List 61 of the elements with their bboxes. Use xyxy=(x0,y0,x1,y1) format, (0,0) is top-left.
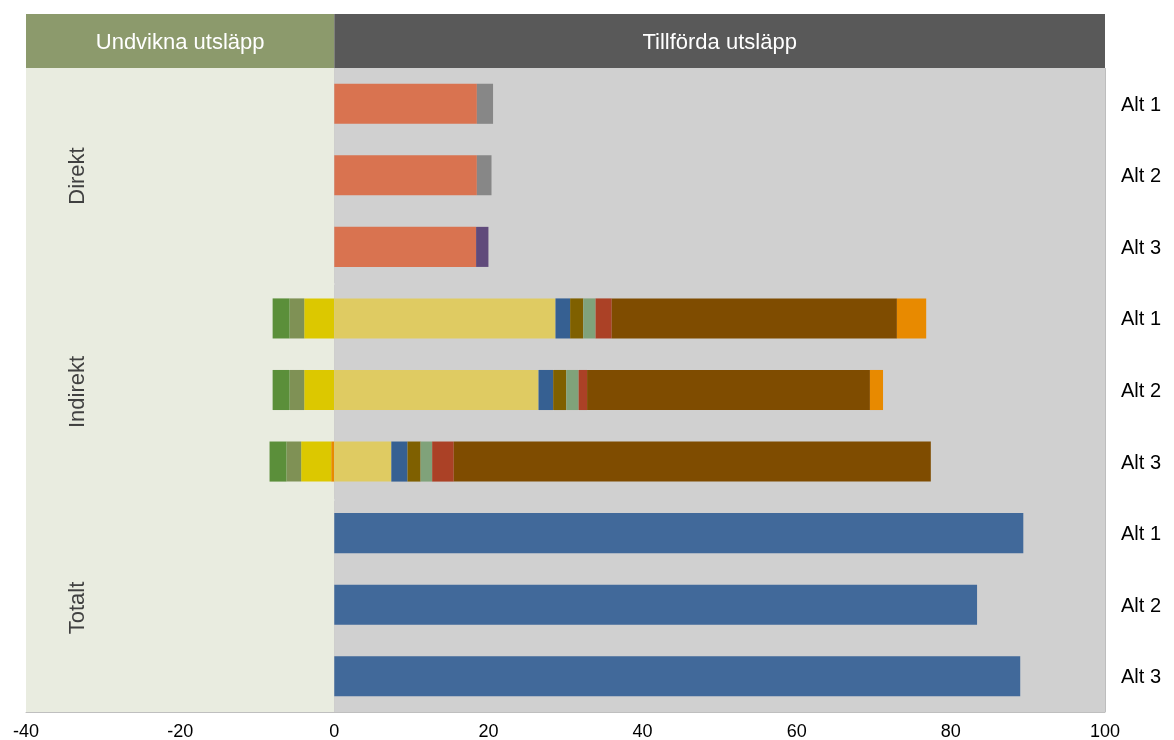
bar xyxy=(331,441,335,482)
bar xyxy=(334,656,1021,697)
band-label: Undvikna utsläpp xyxy=(95,28,265,54)
bar xyxy=(555,298,571,339)
x-tick-label: 80 xyxy=(940,721,961,740)
y-tick-label: Alt 3 xyxy=(1121,665,1162,688)
bar xyxy=(334,83,477,124)
y-tick-label: Alt 3 xyxy=(1121,235,1162,258)
x-tick-label: -40 xyxy=(12,721,40,740)
annotation: Totalt xyxy=(64,581,90,635)
bar xyxy=(334,584,978,625)
bar xyxy=(570,298,584,339)
y-tick-label: Alt 3 xyxy=(1121,450,1162,473)
bar xyxy=(334,155,477,196)
bar xyxy=(476,226,489,267)
bar xyxy=(869,369,884,411)
bar xyxy=(476,83,494,124)
bar xyxy=(595,298,612,339)
x-tick-label: 40 xyxy=(632,721,653,740)
bar xyxy=(301,441,332,482)
x-tick-label: 20 xyxy=(478,721,499,740)
bar xyxy=(334,441,392,482)
y-tick-label: Alt 2 xyxy=(1121,379,1162,401)
bar xyxy=(334,298,556,339)
y-tick-label: Alt 2 xyxy=(1121,164,1162,187)
bar xyxy=(286,441,302,482)
y-tick-label: Alt 1 xyxy=(1121,522,1162,545)
y-tick-label: Alt 1 xyxy=(1121,92,1162,115)
bar xyxy=(391,441,408,482)
bar xyxy=(304,298,335,339)
bar xyxy=(272,298,290,339)
bar xyxy=(304,369,335,411)
bar xyxy=(334,369,539,411)
x-tick-label: -20 xyxy=(167,721,194,740)
annotation: Direkt xyxy=(64,147,90,205)
x-tick-label: 60 xyxy=(786,721,807,740)
bar xyxy=(420,441,433,482)
bar xyxy=(611,298,897,339)
bar xyxy=(896,298,927,339)
bar xyxy=(289,369,305,411)
bar xyxy=(566,369,579,411)
x-tick-label: 0 xyxy=(329,721,340,740)
bar xyxy=(407,441,421,482)
y-tick-label: Alt 1 xyxy=(1121,307,1162,330)
bar xyxy=(476,155,492,196)
y-tick-label: Alt 2 xyxy=(1121,593,1162,616)
bar xyxy=(269,441,287,482)
bar xyxy=(583,298,596,339)
bar xyxy=(587,369,870,411)
band-label: Tillförda utsläpp xyxy=(642,28,797,54)
bar xyxy=(578,369,588,411)
bar xyxy=(334,513,1024,554)
bar xyxy=(289,298,305,339)
bar xyxy=(334,226,477,267)
bar xyxy=(272,369,290,411)
bar xyxy=(538,369,554,411)
annotation: Indirekt xyxy=(64,355,90,429)
bar xyxy=(432,441,454,482)
bar xyxy=(553,369,567,411)
bar xyxy=(453,441,931,482)
x-tick-label: 100 xyxy=(1089,721,1121,740)
